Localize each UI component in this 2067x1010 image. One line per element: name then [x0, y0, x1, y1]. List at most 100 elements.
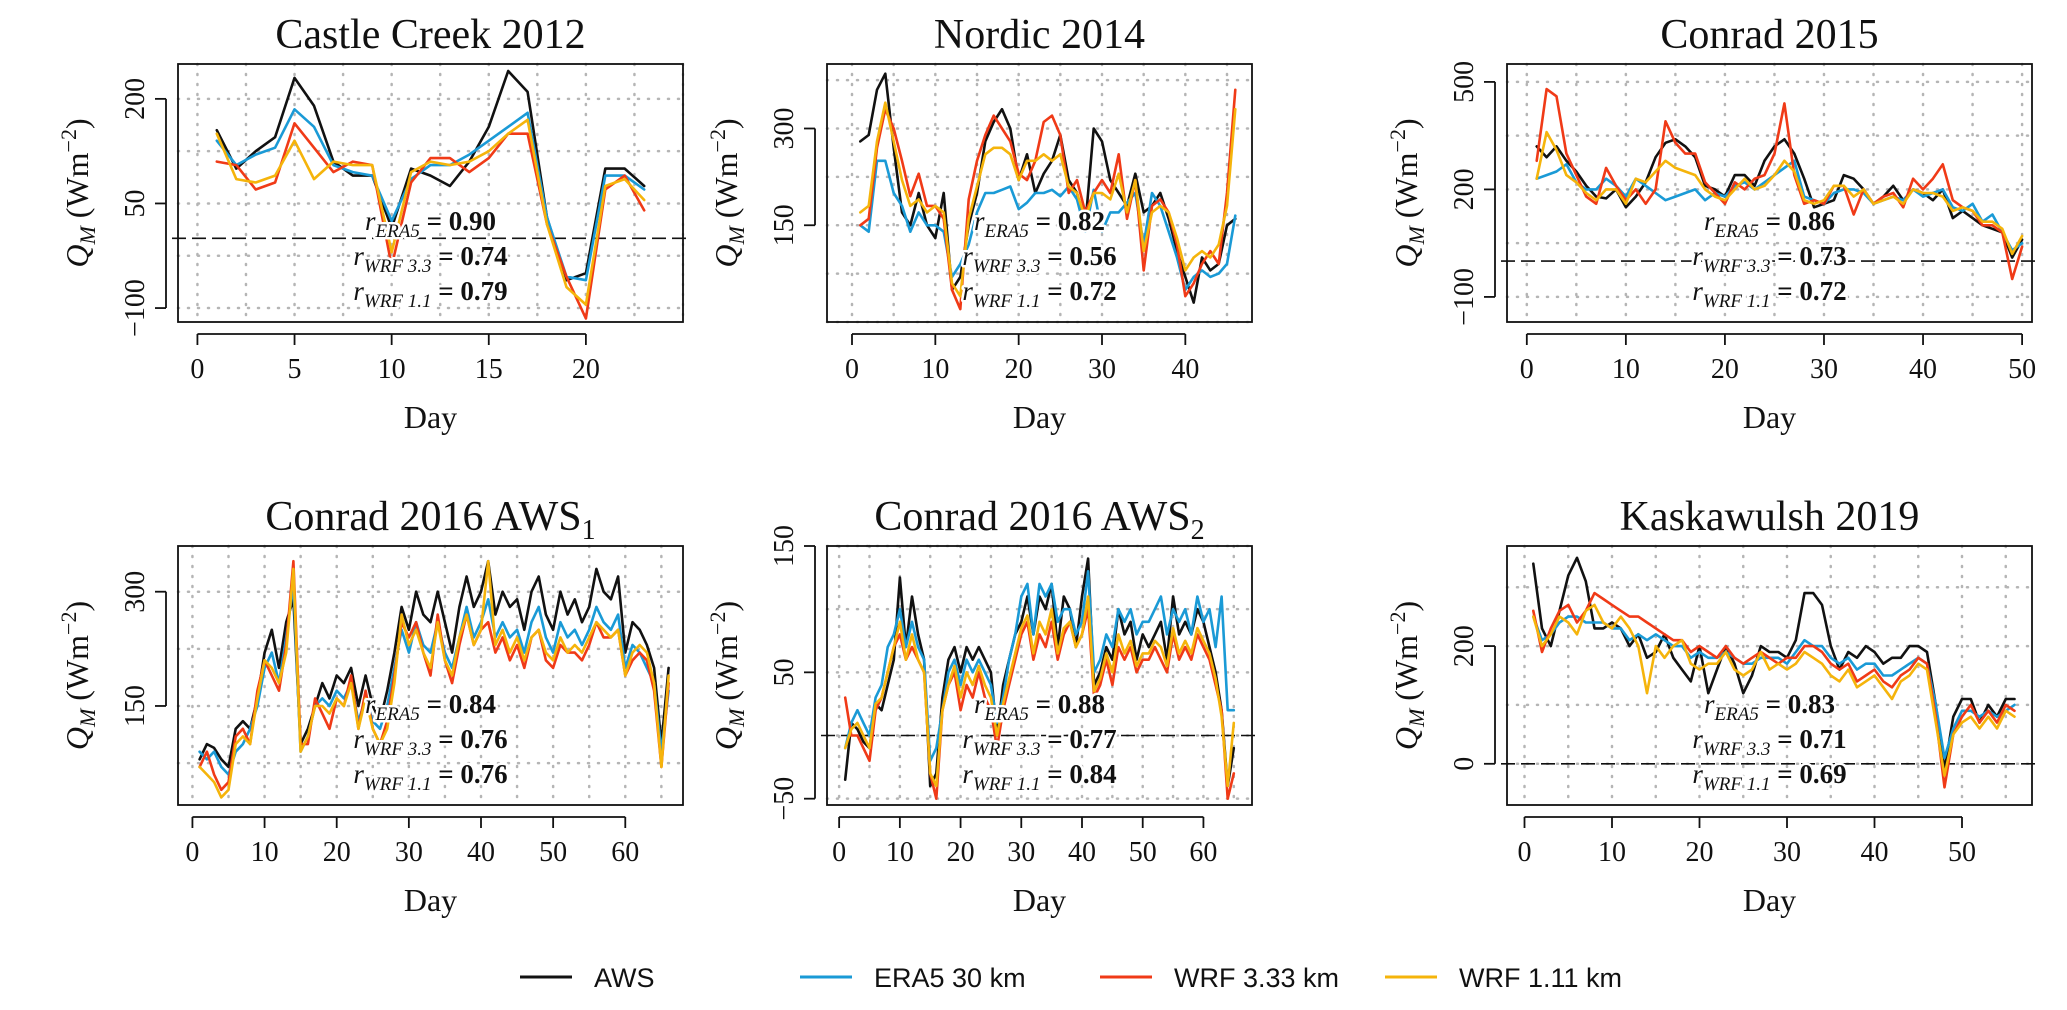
stat-r: r	[1692, 276, 1703, 306]
stat-sub: WRF 3.3	[364, 739, 432, 760]
y-label-sub: M	[724, 707, 749, 728]
series-line	[1532, 603, 2016, 777]
y-axis-label: QM (Wm−2)	[56, 601, 100, 750]
stat-r: r	[962, 276, 973, 306]
series-line	[198, 559, 670, 792]
panel-5: 0 10 20 30 40 50 60 Day −50 50 150 QM (Wm−2) Conrad …	[705, 494, 1258, 918]
legend-item: WRF 1.11 km	[1385, 963, 1622, 993]
x-tick-label: 30	[1773, 837, 1801, 868]
plot-frame	[826, 63, 1253, 323]
y-tick-label: 150	[769, 525, 800, 567]
stat-sub: ERA5	[375, 221, 420, 242]
stat-r: r	[1704, 689, 1715, 719]
x-tick-label: 0	[845, 354, 859, 385]
y-label-symbol: Q	[708, 727, 744, 750]
x-tick-label: 20	[323, 837, 351, 868]
x-axis-label: Day	[1743, 882, 1796, 918]
y-label-close: )	[708, 601, 744, 612]
stat-r: r	[962, 724, 973, 754]
stat-label: rWRF 3.3 = 0.73	[1692, 241, 1846, 277]
x-tick-label: 20	[1686, 837, 1714, 868]
series-line	[858, 72, 1237, 304]
y-label-unit: (Wm	[59, 152, 95, 226]
panel-title: Nordic 2014	[934, 12, 1145, 58]
y-label-unit: (Wm	[1388, 635, 1424, 709]
panel-title: Castle Creek 2012	[275, 12, 585, 58]
x-tick-label: 20	[572, 354, 600, 385]
y-label-unit: (Wm	[1388, 152, 1424, 226]
stat-r: r	[962, 241, 973, 271]
stat-value: = 0.79	[431, 276, 507, 306]
series-line	[215, 118, 646, 306]
x-axis-label: Day	[1013, 882, 1066, 918]
x-axis-label: Day	[1743, 399, 1796, 435]
stat-value: = 0.69	[1770, 759, 1846, 789]
stat-r: r	[353, 241, 364, 271]
stat-r: r	[1704, 206, 1715, 236]
y-label-exp: −2	[1385, 129, 1410, 152]
x-tick-label: 40	[467, 837, 495, 868]
series-line	[1535, 87, 2024, 281]
x-tick-label: 60	[1189, 837, 1217, 868]
stat-value: = 0.73	[1770, 241, 1846, 271]
x-tick-label: 0	[1518, 837, 1532, 868]
y-label-symbol: Q	[59, 727, 95, 750]
stat-label: rERA5 = 0.88	[974, 689, 1105, 725]
x-tick-label: 20	[1005, 354, 1033, 385]
legend: AWS ERA5 30 km WRF 3.33 km WRF 1.11 km	[520, 963, 1622, 993]
legend-label: WRF 1.11 km	[1459, 963, 1622, 993]
stat-r: r	[974, 206, 985, 236]
stat-sub: WRF 1.1	[973, 291, 1041, 312]
x-tick-label: 0	[832, 837, 846, 868]
title-text: Kaskawulsh 2019	[1620, 494, 1920, 540]
y-label-unit: (Wm	[59, 635, 95, 709]
stat-value: = 0.71	[1770, 724, 1846, 754]
x-tick-label: 10	[378, 354, 406, 385]
stat-r: r	[353, 276, 364, 306]
y-label-close: )	[1388, 601, 1424, 612]
stat-value: = 0.76	[431, 759, 507, 789]
x-tick-label: 30	[1810, 354, 1838, 385]
y-tick-label: 50	[120, 189, 151, 217]
y-label-exp: −2	[1385, 612, 1410, 635]
title-text: Conrad 2016 AWS	[265, 494, 581, 540]
stat-value: = 0.76	[431, 724, 507, 754]
x-tick-label: 10	[251, 837, 279, 868]
stat-sub: WRF 1.1	[973, 774, 1041, 795]
y-label-unit: (Wm	[708, 635, 744, 709]
stat-r: r	[353, 724, 364, 754]
stat-label: rERA5 = 0.86	[1704, 206, 1835, 242]
stat-value: = 0.84	[1040, 759, 1116, 789]
x-tick-label: 5	[288, 354, 302, 385]
stat-value: = 0.86	[1759, 206, 1835, 236]
stat-sub: ERA5	[984, 704, 1029, 725]
y-tick-label: 200	[120, 78, 151, 120]
y-tick-label: 200	[1449, 168, 1480, 210]
stat-value: = 0.84	[420, 689, 496, 719]
x-tick-label: 50	[539, 837, 567, 868]
y-label-symbol: Q	[1388, 727, 1424, 750]
stat-value: = 0.90	[420, 206, 496, 236]
x-axis-label: Day	[404, 399, 457, 435]
y-axis-label: QM (Wm−2)	[56, 118, 100, 267]
stat-label: rWRF 1.1 = 0.72	[962, 276, 1116, 312]
series-line	[198, 559, 670, 799]
stat-sub: ERA5	[1714, 704, 1759, 725]
stat-sub: WRF 3.3	[973, 739, 1041, 760]
x-tick-label: 10	[886, 837, 914, 868]
panel-3: 0 10 20 30 40 50 Day −100 200 500 QM (Wm−2) Conrad …	[1385, 12, 2038, 435]
series-line	[215, 122, 646, 320]
stat-value: = 0.77	[1040, 724, 1116, 754]
stat-label: rERA5 = 0.90	[365, 206, 496, 242]
stat-sub: WRF 1.1	[1703, 774, 1771, 795]
stat-value: = 0.83	[1759, 689, 1835, 719]
stat-sub: ERA5	[984, 221, 1029, 242]
stat-sub: WRF 1.1	[1703, 291, 1771, 312]
y-label-symbol: Q	[1388, 245, 1424, 268]
y-label-symbol: Q	[708, 245, 744, 268]
y-label-close: )	[708, 118, 744, 129]
y-axis-label: QM (Wm−2)	[705, 118, 749, 267]
x-tick-label: 50	[1948, 837, 1976, 868]
y-tick-label: 200	[1449, 625, 1480, 667]
